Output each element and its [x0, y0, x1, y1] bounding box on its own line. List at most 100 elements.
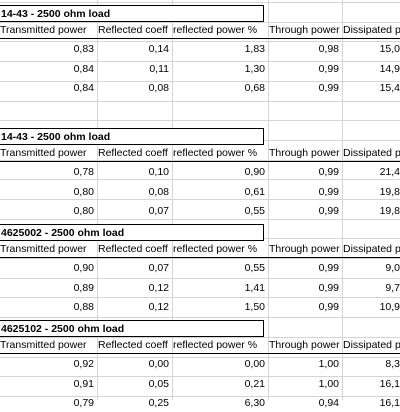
data-cell[interactable]: 0,05 [148, 377, 169, 390]
gridline-vertical [268, 0, 269, 400]
gridline-vertical [172, 0, 173, 400]
data-cell[interactable]: 9,0 [385, 262, 400, 274]
data-cell[interactable]: 10,9 [379, 301, 400, 313]
data-cell[interactable]: 0,11 [149, 62, 169, 75]
data-cell[interactable]: 0,90 [73, 262, 94, 274]
data-cell[interactable]: 1,83 [244, 43, 265, 55]
data-cell[interactable]: 0,00 [244, 358, 265, 370]
column-header-cell[interactable]: Through power [269, 339, 340, 351]
column-header-cell[interactable]: Transmitted power [0, 24, 87, 36]
data-cell[interactable]: 0,78 [73, 166, 94, 178]
data-cell[interactable]: 15,4 [379, 82, 400, 94]
data-cell[interactable]: 0,12 [148, 301, 169, 313]
column-header-cell[interactable]: Reflected coeff [98, 339, 168, 351]
data-cell[interactable]: 0,99 [318, 166, 339, 178]
data-cell[interactable]: 0,94 [318, 397, 339, 409]
header-row [0, 241, 400, 258]
data-cell[interactable]: 21,4 [379, 166, 400, 178]
column-header-cell[interactable]: Through power [269, 147, 340, 159]
data-cell[interactable]: 0,08 [148, 185, 169, 198]
data-cell[interactable]: 0,99 [318, 301, 339, 313]
data-cell[interactable]: 1,30 [244, 62, 265, 75]
gridline-horizontal [0, 22, 400, 23]
data-cell[interactable]: 0,83 [73, 43, 94, 55]
data-cell[interactable]: 0,25 [148, 397, 169, 409]
column-header-cell[interactable]: Dissipated p [343, 24, 400, 36]
gridline-horizontal [0, 160, 400, 161]
data-cell[interactable]: 6,30 [244, 397, 265, 409]
data-cell[interactable]: 0,68 [244, 82, 265, 94]
column-header-cell[interactable]: Transmitted power [0, 243, 87, 255]
data-cell[interactable]: 0,99 [318, 62, 339, 75]
data-cell[interactable]: 0,08 [148, 82, 169, 94]
column-header-cell[interactable]: Reflected coeff [98, 243, 168, 255]
column-header-cell[interactable]: Reflected coeff [98, 24, 168, 36]
gridline-vertical [342, 0, 343, 400]
gridline-horizontal [0, 317, 400, 318]
column-header-cell[interactable]: Transmitted power [0, 339, 87, 351]
section-title-cell[interactable]: 4625102 - 2500 ohm load [0, 320, 264, 337]
data-cell[interactable]: 14,9 [379, 62, 400, 75]
data-cell[interactable]: 0,55 [244, 262, 265, 274]
data-cell[interactable]: 0,80 [73, 185, 94, 198]
data-cell[interactable]: 0,21 [244, 377, 265, 390]
column-header-cell[interactable]: Through power [269, 24, 340, 36]
data-cell[interactable]: 0,99 [318, 82, 339, 94]
data-cell[interactable]: 0,92 [73, 358, 94, 370]
data-cell[interactable]: 15,0 [379, 43, 400, 55]
column-header-cell[interactable]: Dissipated p [343, 147, 400, 159]
data-cell[interactable]: 0,10 [148, 166, 169, 178]
data-cell[interactable]: 8,3 [385, 358, 400, 370]
data-cell[interactable]: 0,61 [244, 185, 265, 198]
data-cell[interactable]: 0,80 [73, 205, 94, 217]
data-cell[interactable]: 0,89 [73, 281, 94, 294]
column-header-cell[interactable]: Transmitted power [0, 147, 87, 159]
column-header-cell[interactable]: reflected power % [173, 243, 258, 255]
gridline-horizontal [0, 219, 400, 220]
gridline-horizontal [0, 376, 400, 377]
gridline-horizontal [0, 297, 400, 298]
gridline-horizontal [0, 357, 400, 358]
data-cell[interactable]: 0,00 [148, 358, 169, 370]
data-cell[interactable]: 1,41 [244, 281, 265, 294]
data-cell[interactable]: 1,00 [318, 358, 339, 370]
data-cell[interactable]: 0,84 [73, 62, 94, 75]
gridline-horizontal [0, 258, 400, 259]
data-cell[interactable]: 9,7 [385, 281, 400, 294]
data-cell[interactable]: 0,99 [318, 205, 339, 217]
column-header-cell[interactable]: Dissipated p [343, 339, 400, 351]
data-cell[interactable]: 0,91 [73, 377, 94, 390]
data-cell[interactable]: 19,8 [379, 205, 400, 217]
data-cell[interactable]: 16,1 [379, 397, 400, 409]
section-title-cell[interactable]: 14-43 - 2500 ohm load [0, 5, 264, 22]
data-cell[interactable]: 0,14 [148, 43, 169, 55]
section-title-cell[interactable]: 4625002 - 2500 ohm load [0, 224, 264, 241]
data-cell[interactable]: 0,55 [244, 205, 265, 217]
data-cell[interactable]: 1,00 [318, 377, 339, 390]
data-cell[interactable]: 0,07 [148, 205, 169, 217]
data-cell[interactable]: 0,98 [318, 43, 339, 55]
data-cell[interactable]: 0,84 [73, 82, 94, 94]
column-header-cell[interactable]: Dissipated p [343, 243, 400, 255]
data-cell[interactable]: 0,88 [73, 301, 94, 313]
column-header-cell[interactable]: reflected power % [173, 339, 258, 351]
gridline-horizontal [0, 396, 400, 397]
column-header-cell[interactable]: Reflected coeff [98, 147, 168, 159]
gridline-horizontal [0, 278, 400, 279]
data-cell[interactable]: 0,99 [318, 185, 339, 198]
data-cell[interactable]: 0,99 [318, 281, 339, 294]
data-cell[interactable]: 1,50 [244, 301, 265, 313]
data-cell[interactable]: 0,07 [148, 262, 169, 274]
data-cell[interactable]: 19,8 [379, 185, 400, 198]
data-cell[interactable]: 0,90 [244, 166, 265, 178]
data-cell[interactable]: 0,12 [148, 281, 169, 294]
header-row [0, 22, 400, 39]
column-header-cell[interactable]: Through power [269, 243, 340, 255]
data-cell[interactable]: 16,1 [379, 377, 400, 390]
gridline-horizontal [0, 179, 400, 180]
column-header-cell[interactable]: reflected power % [173, 24, 258, 36]
data-cell[interactable]: 0,99 [318, 262, 339, 274]
data-cell[interactable]: 0,79 [73, 397, 94, 409]
column-header-cell[interactable]: reflected power % [173, 147, 258, 159]
section-title-cell[interactable]: 14-43 - 2500 ohm load [0, 128, 264, 145]
